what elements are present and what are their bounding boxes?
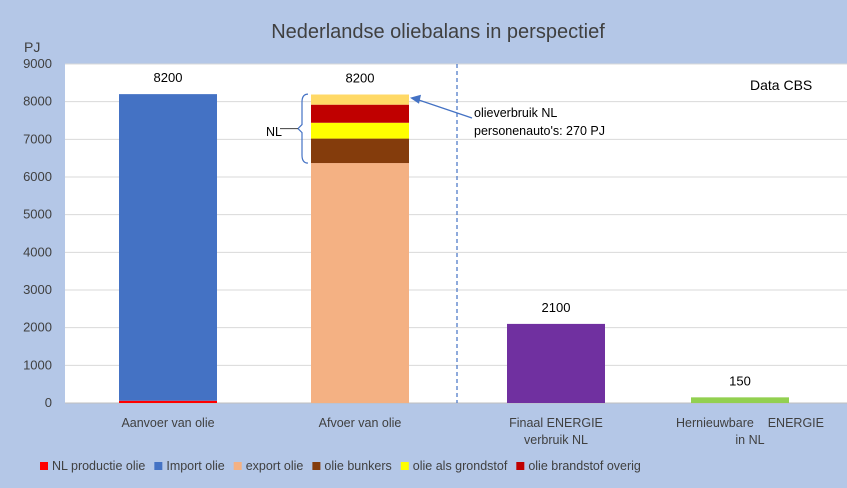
legend-swatch-0 xyxy=(40,462,48,470)
legend-label-5: olie brandstof overig xyxy=(528,459,641,473)
y-tick-label-5000: 5000 xyxy=(23,207,52,222)
legend-label-0: NL productie olie xyxy=(52,459,145,473)
legend-swatch-4 xyxy=(400,462,409,470)
chart-title: Nederlandse oliebalans in perspectief xyxy=(271,21,605,43)
data-label-2: 2100 xyxy=(542,300,571,315)
source-label: Data CBS xyxy=(750,77,812,93)
bar-segment-olie-bunkers xyxy=(311,138,409,164)
bracket-label: NL xyxy=(266,125,282,139)
callout-text-0: olieverbruik NL xyxy=(474,106,557,120)
callout-text-1: personenauto's: 270 PJ xyxy=(474,124,605,138)
legend-swatch-5 xyxy=(516,462,525,470)
category-label-1-0: Afvoer van olie xyxy=(319,416,402,430)
y-tick-label-3000: 3000 xyxy=(23,282,52,297)
legend-label-4: olie als grondstof xyxy=(413,459,508,473)
bar-segment-export-olie xyxy=(311,163,409,403)
legend-swatch-1 xyxy=(154,462,163,470)
data-label-0: 8200 xyxy=(154,70,183,85)
bar-segment-nl-productie-olie xyxy=(119,400,217,403)
category-label-3-1: in NL xyxy=(735,433,764,447)
category-label-2-1: verbruik NL xyxy=(524,433,588,447)
data-label-1: 8200 xyxy=(346,71,375,86)
y-tick-label-1000: 1000 xyxy=(23,357,52,372)
category-label-0-0: Aanvoer van olie xyxy=(121,416,214,430)
legend-label-2: export olie xyxy=(246,459,304,473)
y-tick-label-2000: 2000 xyxy=(23,320,52,335)
bar-segment-hernieuwbare-energie-in-nl xyxy=(691,397,789,403)
y-tick-label-4000: 4000 xyxy=(23,244,52,259)
callout-arrow-line xyxy=(417,99,473,119)
bar-segment-olieverbruik-nl-personenauto-s xyxy=(311,94,409,105)
bar-segment-olie-brandstof-overig xyxy=(311,104,409,123)
legend-swatch-2 xyxy=(233,462,242,470)
y-tick-label-9000: 9000 xyxy=(23,56,52,71)
category-label-2-0: Finaal ENERGIE xyxy=(509,416,603,430)
legend-label-1: Import olie xyxy=(166,459,224,473)
y-tick-label-6000: 6000 xyxy=(23,169,52,184)
legend-label-3: olie bunkers xyxy=(324,459,391,473)
category-label-3-0: Hernieuwbare ENERGIE xyxy=(676,416,824,430)
callout-arrow-head xyxy=(410,94,421,104)
y-tick-label-7000: 7000 xyxy=(23,131,52,146)
bar-segment-import-olie xyxy=(119,94,217,401)
y-tick-label-8000: 8000 xyxy=(23,94,52,109)
data-label-3: 150 xyxy=(729,373,751,388)
legend-swatch-3 xyxy=(312,462,321,470)
y-axis-title: PJ xyxy=(24,39,40,55)
bar-segment-olie-als-grondstof xyxy=(311,122,409,139)
bar-segment-finaal-energie-verbruik-nl xyxy=(507,323,605,403)
y-tick-label-0: 0 xyxy=(45,395,52,410)
